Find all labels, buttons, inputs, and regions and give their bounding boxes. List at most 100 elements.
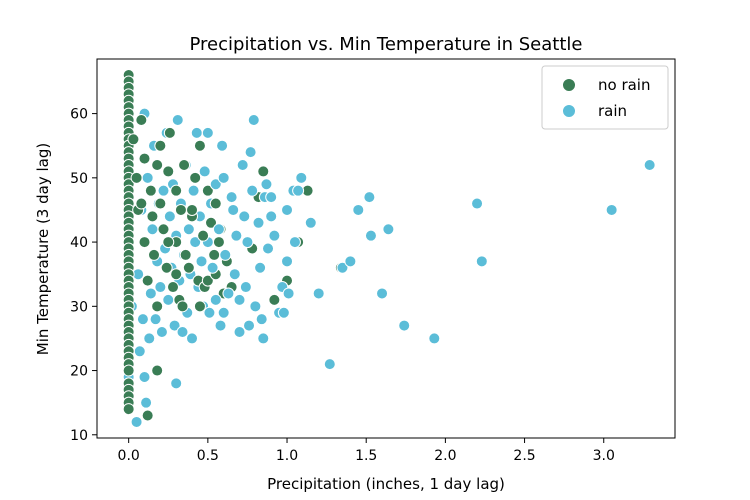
data-point-rain [203,306,216,319]
data-point-rain [352,203,365,216]
data-point-no-rain [141,274,154,287]
data-point-rain [398,319,411,332]
data-point-no-rain [154,197,167,210]
data-point-rain [222,287,235,300]
data-point-rain [363,191,376,204]
data-point-rain [141,171,154,184]
data-point-rain [144,287,157,300]
data-point-no-rain [197,229,210,242]
data-point-no-rain [176,300,189,313]
data-point-no-rain [151,364,164,377]
data-point-rain [312,287,325,300]
data-point-rain [154,281,167,294]
legend: no rain rain [541,65,669,130]
data-point-rain [133,345,146,358]
data-point-rain [344,255,357,268]
data-point-rain [130,415,143,428]
points-layer [122,69,656,428]
data-point-rain [216,139,229,152]
data-point-rain [149,313,162,326]
data-point-rain [198,165,211,178]
data-point-rain [228,268,241,281]
data-point-rain [214,319,227,332]
data-point-no-rain [174,203,187,216]
data-point-no-rain [162,165,175,178]
legend-label-no-rain: no rain [598,76,651,94]
data-point-no-rain [167,281,180,294]
data-point-rain [247,114,260,127]
x-tick-label: 3.0 [593,448,615,464]
data-point-rain [155,326,168,339]
data-point-rain [209,293,222,306]
data-point-rain [146,223,159,236]
data-point-rain [241,236,254,249]
data-point-no-rain [162,236,175,249]
data-point-rain [227,203,240,216]
data-point-rain [382,223,395,236]
data-point-no-rain [205,216,218,229]
data-point-rain [254,261,267,274]
data-point-no-rain [209,197,222,210]
legend-label-rain: rain [598,102,627,120]
data-point-no-rain [189,171,202,184]
data-point-no-rain [179,248,192,261]
data-point-rain [168,319,181,332]
data-point-rain [176,326,189,339]
data-point-no-rain [160,261,173,274]
x-axis-ticks: 0.0 0.5 1.0 1.5 2.0 2.5 3.0 [118,438,615,464]
data-point-no-rain [151,158,164,171]
data-point-rain [257,332,270,345]
data-point-rain [252,216,265,229]
data-point-rain [170,377,183,390]
data-point-rain [233,326,246,339]
data-point-rain [265,210,278,223]
data-point-rain [182,223,195,236]
data-point-rain [260,178,273,191]
data-point-rain [209,178,222,191]
data-point-rain [295,171,308,184]
data-point-rain [233,293,246,306]
data-point-rain [292,184,305,197]
data-point-rain [376,287,389,300]
data-point-no-rain [201,274,214,287]
data-point-rain [219,248,232,261]
y-axis-ticks: 10 20 30 40 50 60 [70,107,97,444]
x-tick-label: 1.5 [355,448,377,464]
data-point-rain [304,216,317,229]
data-point-rain [249,300,262,313]
data-point-no-rain [201,184,214,197]
data-point-rain [428,332,441,345]
data-point-no-rain [268,293,281,306]
data-point-no-rain [186,203,199,216]
data-point-no-rain [127,133,140,146]
data-point-no-rain [135,114,148,127]
data-point-rain [281,203,294,216]
data-point-rain [217,171,230,184]
legend-marker-rain [562,104,576,118]
data-point-no-rain [193,139,206,152]
y-tick-label: 40 [70,235,88,251]
data-point-rain [217,306,230,319]
data-point-rain [162,293,175,306]
data-point-no-rain [122,364,135,377]
data-point-rain [238,210,251,223]
data-point-rain [140,396,153,409]
data-point-rain [201,126,214,139]
data-point-rain [138,370,151,383]
data-point-rain [163,210,176,223]
x-tick-label: 0.5 [197,448,219,464]
data-point-rain [189,236,202,249]
x-axis-label: Precipitation (inches, 1 day lag) [267,475,505,493]
data-point-no-rain [141,409,154,422]
y-axis-label: Min Temperature (3 day lag) [34,143,52,355]
data-point-no-rain [212,236,225,249]
data-point-rain [281,255,294,268]
data-point-no-rain [178,158,191,171]
data-point-rain [336,261,349,274]
data-point-rain [206,261,219,274]
data-point-rain [262,242,275,255]
data-point-rain [187,184,200,197]
y-tick-label: 50 [70,171,88,187]
data-point-no-rain [208,248,221,261]
data-point-rain [225,191,238,204]
